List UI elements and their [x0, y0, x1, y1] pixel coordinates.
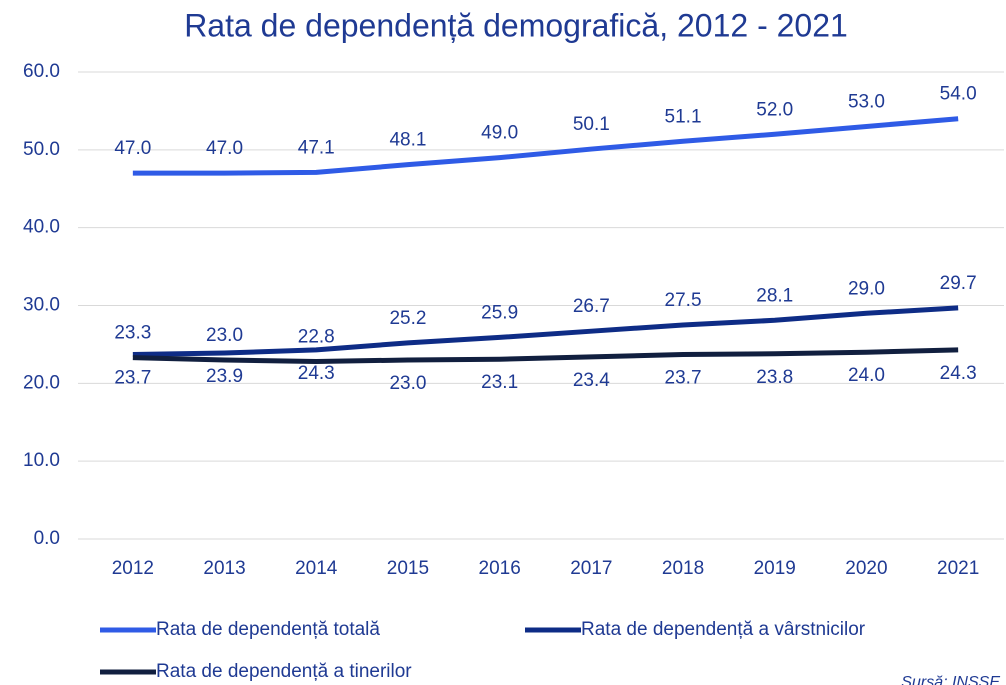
- x-tick-label: 2012: [112, 558, 154, 579]
- data-label: 29.0: [848, 278, 885, 299]
- legend-label: Rata de dependență totală: [156, 619, 380, 640]
- x-tick-label: 2018: [662, 558, 704, 579]
- data-label: 24.3: [940, 363, 977, 384]
- source-note: Sursă: INSSE: [901, 674, 1000, 685]
- data-label: 26.7: [573, 296, 610, 317]
- data-label: 22.8: [298, 327, 335, 348]
- data-label: 51.1: [665, 106, 702, 127]
- y-tick-label: 30.0: [23, 295, 60, 316]
- data-label: 23.0: [389, 373, 426, 394]
- series-line: [132, 116, 959, 176]
- y-tick-label: 20.0: [23, 372, 60, 393]
- data-label: 23.8: [756, 367, 793, 388]
- x-tick-label: 2019: [754, 558, 796, 579]
- data-label: 23.3: [114, 323, 151, 344]
- data-label: 25.9: [481, 302, 518, 323]
- y-tick-label: 10.0: [23, 450, 60, 471]
- data-label: 54.0: [940, 84, 977, 105]
- x-tick-label: 2017: [570, 558, 612, 579]
- data-label: 23.0: [206, 325, 243, 346]
- data-label: 47.1: [298, 137, 335, 158]
- y-tick-label: 50.0: [23, 139, 60, 160]
- data-label: 25.2: [389, 308, 426, 329]
- data-label: 23.4: [573, 370, 610, 391]
- data-label: 23.7: [665, 368, 702, 389]
- data-label: 28.1: [756, 285, 793, 306]
- x-tick-label: 2015: [387, 558, 429, 579]
- y-tick-label: 0.0: [34, 528, 60, 549]
- x-tick-label: 2020: [845, 558, 887, 579]
- y-tick-label: 60.0: [23, 61, 60, 82]
- x-tick-label: 2016: [479, 558, 521, 579]
- data-label: 23.9: [206, 366, 243, 387]
- x-tick-label: 2014: [295, 558, 338, 579]
- y-tick-label: 40.0: [23, 217, 60, 238]
- legend-label: Rata de dependență a vârstnicilor: [581, 619, 866, 640]
- data-label: 49.0: [481, 123, 518, 144]
- data-label: 29.7: [940, 273, 977, 294]
- x-tick-label: 2013: [203, 558, 245, 579]
- series-line: [132, 347, 959, 365]
- chart-title: Rata de dependență demografică, 2012 - 2…: [184, 7, 848, 43]
- data-label: 48.1: [389, 130, 426, 151]
- data-label: 23.7: [114, 368, 151, 389]
- data-label: 24.0: [848, 365, 885, 386]
- data-label: 52.0: [756, 99, 793, 120]
- data-label: 47.0: [206, 138, 243, 159]
- data-label: 53.0: [848, 91, 885, 112]
- data-label: 24.3: [298, 363, 335, 384]
- data-label: 27.5: [665, 290, 702, 311]
- legend-label: Rata de dependență a tinerilor: [156, 661, 412, 682]
- x-tick-label: 2021: [937, 558, 979, 579]
- data-label: 47.0: [114, 138, 151, 159]
- data-label: 50.1: [573, 114, 610, 135]
- data-label: 23.1: [481, 372, 518, 393]
- series-line: [132, 305, 959, 358]
